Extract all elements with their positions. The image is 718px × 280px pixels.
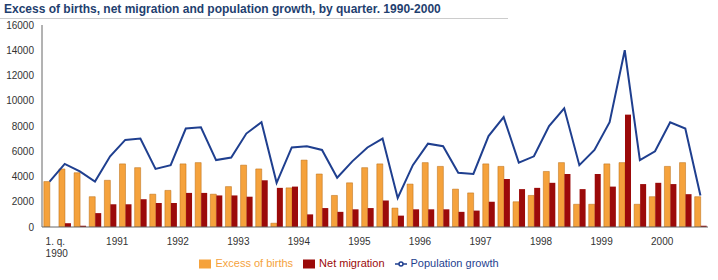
svg-text:1999: 1999 bbox=[590, 236, 613, 247]
svg-text:1991: 1991 bbox=[106, 236, 129, 247]
svg-text:4000: 4000 bbox=[12, 171, 35, 182]
svg-text:6000: 6000 bbox=[12, 146, 35, 157]
svg-text:1998: 1998 bbox=[530, 236, 553, 247]
svg-text:1990: 1990 bbox=[46, 248, 69, 259]
html-text:Excess of births, net migratio: Excess of births, net migration and popu… bbox=[4, 2, 441, 16]
svg-text:8000: 8000 bbox=[12, 121, 35, 132]
svg-text:1994: 1994 bbox=[288, 236, 311, 247]
html-text:Population growth: Population growth bbox=[410, 257, 499, 269]
svg-text:1. q.: 1. q. bbox=[46, 236, 65, 247]
svg-text:0: 0 bbox=[28, 222, 34, 233]
svg-text:1995: 1995 bbox=[348, 236, 371, 247]
svg-text:1992: 1992 bbox=[167, 236, 190, 247]
svg-text:2000: 2000 bbox=[12, 196, 35, 207]
svg-text:12000: 12000 bbox=[8, 70, 34, 81]
html-text:Net migration: Net migration bbox=[319, 257, 385, 269]
svg-text:16000: 16000 bbox=[8, 20, 34, 31]
html-text:Excess of births: Excess of births bbox=[215, 257, 294, 269]
svg-text:1993: 1993 bbox=[227, 236, 250, 247]
svg-text:10000: 10000 bbox=[8, 95, 34, 106]
svg-text:1996: 1996 bbox=[409, 236, 432, 247]
svg-text:14000: 14000 bbox=[8, 45, 34, 56]
svg-text:2000: 2000 bbox=[651, 236, 674, 247]
svg-text:1997: 1997 bbox=[469, 236, 492, 247]
